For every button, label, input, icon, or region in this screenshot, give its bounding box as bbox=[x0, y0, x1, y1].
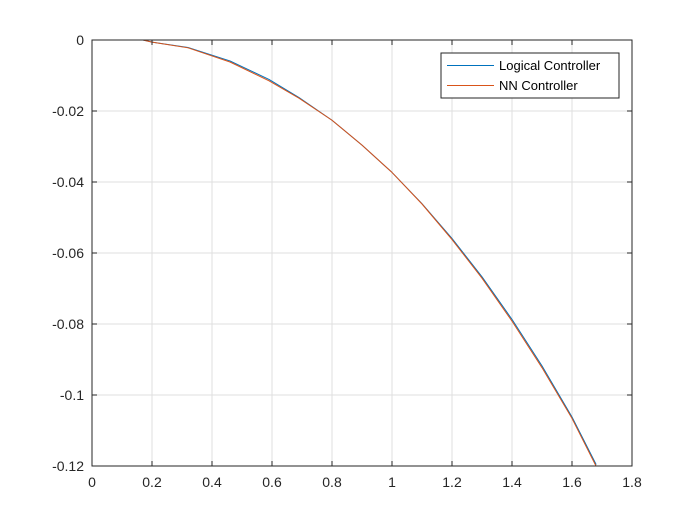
y-tick-label: -0.08 bbox=[52, 316, 84, 332]
y-tick-labels: 0 -0.02 -0.04 -0.06 -0.08 -0.1 -0.12 bbox=[52, 32, 84, 474]
y-tick-label: -0.04 bbox=[52, 174, 84, 190]
x-tick-label: 0.4 bbox=[202, 474, 222, 490]
x-tick-labels: 0 0.2 0.4 0.6 0.8 1 1.2 1.4 1.6 1.8 bbox=[88, 474, 642, 490]
series-line-nn-controller bbox=[91, 39, 597, 467]
axis-ticks bbox=[91, 39, 633, 467]
x-tick-label: 1.2 bbox=[442, 474, 462, 490]
x-tick-label: 1.4 bbox=[502, 474, 522, 490]
legend: Logical Controller NN Controller bbox=[440, 52, 620, 99]
x-tick-label: 1 bbox=[388, 474, 396, 490]
y-tick-label: -0.12 bbox=[52, 458, 84, 474]
legend-label-nn-controller: NN Controller bbox=[499, 78, 578, 93]
y-tick-label: -0.02 bbox=[52, 103, 84, 119]
grid-lines bbox=[92, 40, 632, 466]
x-tick-label: 0.2 bbox=[142, 474, 162, 490]
x-tick-label: 1.8 bbox=[622, 474, 642, 490]
x-tick-label: 0 bbox=[88, 474, 96, 490]
legend-label-logical-controller: Logical Controller bbox=[499, 58, 601, 73]
y-tick-label: 0 bbox=[76, 32, 84, 48]
x-tick-label: 0.8 bbox=[322, 474, 342, 490]
y-tick-label: -0.1 bbox=[60, 387, 84, 403]
series-layer bbox=[91, 39, 597, 467]
y-tick-label: -0.06 bbox=[52, 245, 84, 261]
x-tick-label: 1.6 bbox=[562, 474, 582, 490]
legend-box bbox=[440, 52, 620, 99]
x-tick-label: 0.6 bbox=[262, 474, 282, 490]
